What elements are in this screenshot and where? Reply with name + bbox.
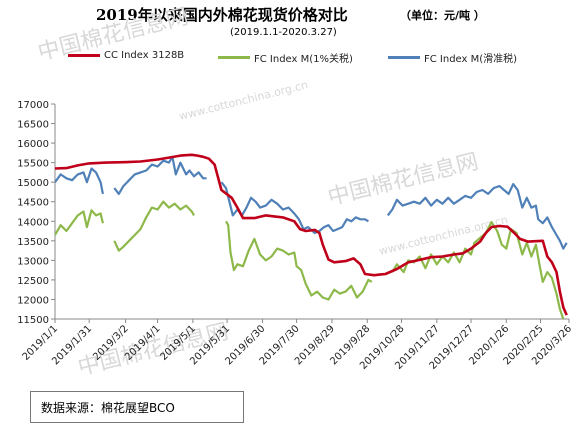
legend-swatch-fc-1pct	[218, 56, 250, 59]
watermark-text-1: 中国棉花信息网	[35, 4, 190, 66]
y-tick-label: 11500	[17, 315, 49, 326]
y-tick-label: 12500	[17, 276, 49, 287]
series-line-fc-sliding	[55, 167, 104, 195]
y-tick-label: 15000	[17, 178, 49, 189]
legend-item-fc-1pct: FC Index M(1%关税)	[218, 50, 353, 65]
y-tick-label: 17000	[17, 100, 49, 111]
legend-label-fc-sliding: FC Index M(滑准税)	[424, 54, 518, 65]
series-line-fc-sliding	[386, 183, 568, 250]
watermark-url-2: www.cottonchina.org.cn	[378, 213, 510, 258]
axes: 11500 12000 12500 13000 13500 14000 14500 15000…	[17, 100, 574, 372]
watermark-url-1: www.cottonchina.org.cn	[178, 78, 310, 123]
legend-item-fc-sliding: FC Index M(滑准税)	[388, 50, 517, 65]
legend-swatch-fc-sliding	[388, 56, 420, 59]
legend-item-cc: CC Index 3128B	[68, 50, 184, 61]
series-line-fc-sliding	[220, 181, 369, 235]
watermark-layer: 中国棉花信息网 中国棉花信息网 中国棉花信息网 www.cottonchina.…	[35, 4, 509, 381]
chart-subtitle: (2019.1.1-2020.3.27)	[230, 27, 337, 38]
series-line-fc-1pct	[113, 200, 195, 252]
y-tick-label: 14000	[17, 217, 49, 228]
legend: CC Index 3128B FC Index M(1%关税) FC Index…	[40, 50, 570, 66]
y-tick-label: 12000	[17, 295, 49, 306]
source-box: 数据来源：棉花展望BCO	[30, 391, 244, 423]
y-tick-label: 16500	[17, 120, 49, 131]
chart-title: 2019年以来国内外棉花现货价格对比	[96, 6, 348, 24]
series-line-fc-1pct	[55, 209, 104, 236]
y-tick-label: 15500	[17, 159, 49, 170]
legend-label-cc: CC Index 3128B	[104, 50, 185, 61]
source-text: 数据来源：棉花展望BCO	[41, 400, 175, 415]
y-tick-label: 16000	[17, 139, 49, 150]
legend-label-fc-1pct: FC Index M(1%关税)	[254, 54, 353, 65]
series-layer	[55, 153, 568, 319]
unit-label: （单位：元/吨 ）	[400, 9, 485, 22]
series-line-fc-sliding	[113, 155, 207, 195]
series-line-fc-1pct	[225, 220, 373, 301]
y-tick-label: 14500	[17, 198, 49, 209]
series-line-cc-index	[55, 153, 568, 316]
legend-swatch-cc	[68, 54, 100, 57]
y-tick-label: 13000	[17, 256, 49, 267]
y-tick-label: 13500	[17, 237, 49, 248]
